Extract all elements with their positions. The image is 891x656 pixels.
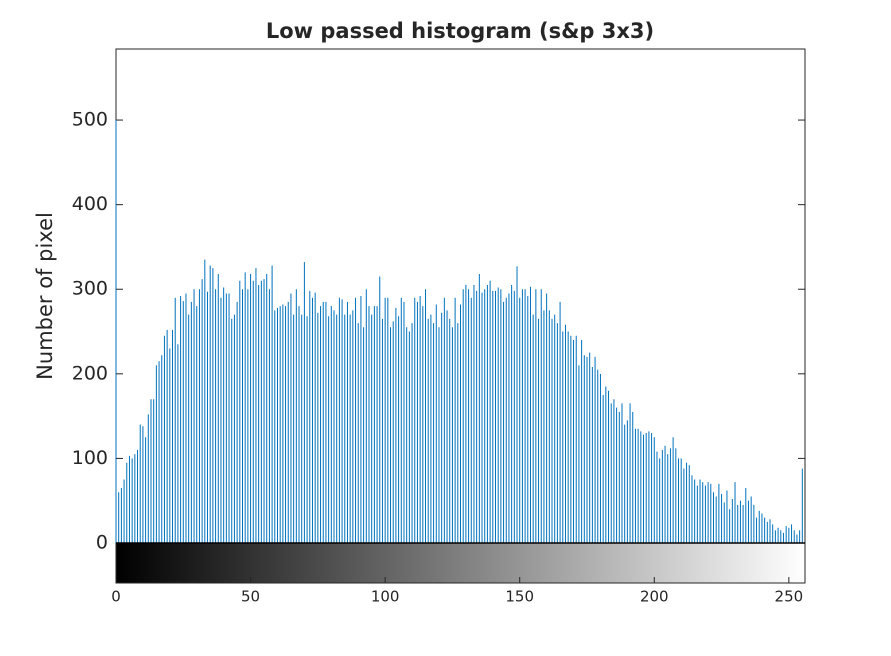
x-tick-label: 0 — [111, 588, 121, 606]
y-tick-label: 500 — [72, 109, 108, 131]
bars — [115, 120, 803, 543]
y-tick-label: 100 — [72, 447, 108, 469]
chart-title: Low passed histogram (s&p 3x3) — [266, 19, 654, 43]
x-tick-label: 250 — [775, 588, 804, 606]
x-tick-label: 200 — [640, 588, 669, 606]
y-tick-label: 0 — [96, 532, 108, 554]
x-tick-label: 100 — [371, 588, 400, 606]
y-tick-label: 300 — [72, 278, 108, 300]
y-tick-label: 200 — [72, 362, 108, 384]
x-tick-label: 50 — [241, 588, 260, 606]
y-axis-label: Number of pixel — [33, 212, 57, 380]
x-tick-label: 150 — [505, 588, 534, 606]
y-tick-label: 400 — [72, 193, 108, 215]
colorbar — [115, 542, 806, 584]
